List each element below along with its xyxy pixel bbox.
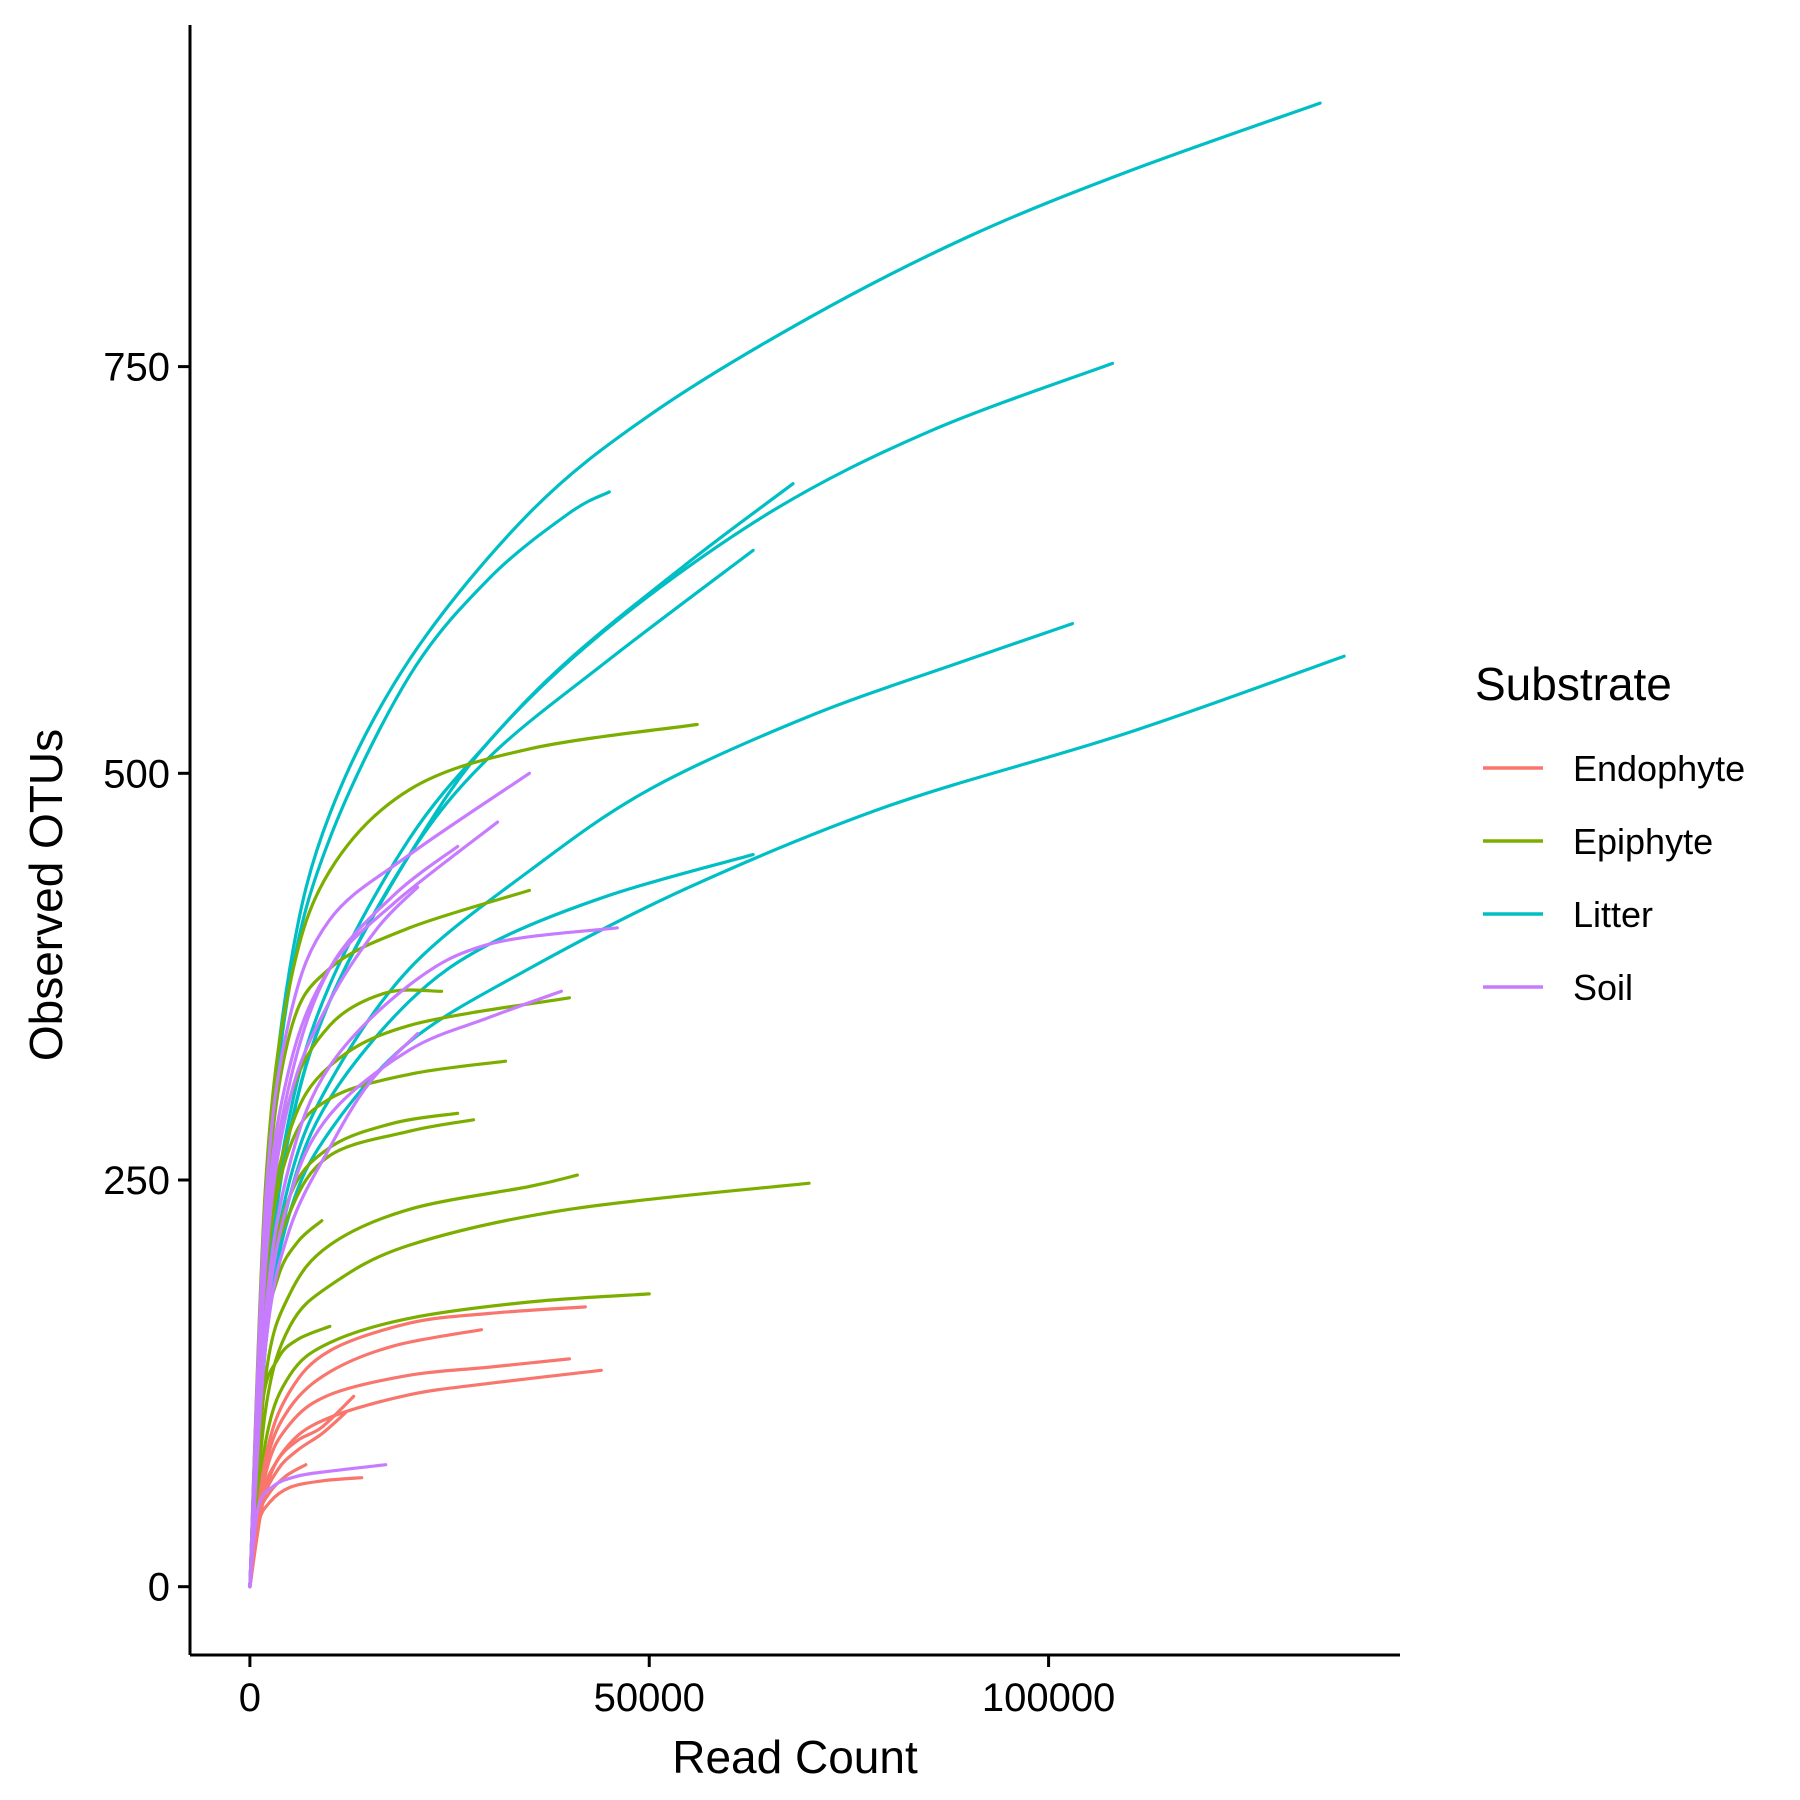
curve-endophyte bbox=[248, 1357, 571, 1589]
curve-soil bbox=[248, 885, 420, 1589]
curve-endophyte bbox=[248, 1368, 603, 1589]
curve-endophyte bbox=[248, 1476, 364, 1589]
legend-label-litter: Litter bbox=[1573, 894, 1653, 935]
y-tick-label: 0 bbox=[148, 1566, 170, 1610]
x-tick-label: 100000 bbox=[982, 1676, 1115, 1720]
curve-litter bbox=[248, 622, 1075, 1589]
x-axis-title: Read Count bbox=[672, 1731, 918, 1783]
legend-label-endophyte: Endophyte bbox=[1573, 748, 1745, 789]
curve-soil bbox=[248, 1032, 420, 1589]
x-axis-ticks: 0 50000 100000 bbox=[239, 1655, 1115, 1720]
curve-soil bbox=[248, 1463, 388, 1589]
y-tick-label: 250 bbox=[103, 1159, 170, 1203]
curve-epiphyte bbox=[248, 1173, 579, 1589]
curve-litter bbox=[248, 482, 795, 1589]
legend-label-soil: Soil bbox=[1573, 967, 1633, 1008]
curve-soil bbox=[248, 771, 531, 1589]
legend-label-epiphyte: Epiphyte bbox=[1573, 821, 1713, 862]
curve-litter bbox=[248, 654, 1346, 1589]
series-curves bbox=[248, 101, 1346, 1589]
curve-epiphyte bbox=[248, 1181, 811, 1589]
axes bbox=[188, 25, 1400, 1657]
y-axis-title: Observed OTUs bbox=[20, 729, 72, 1061]
legend-title: Substrate bbox=[1475, 658, 1672, 710]
curve-epiphyte bbox=[248, 888, 531, 1589]
y-tick-label: 500 bbox=[103, 752, 170, 796]
y-axis-ticks: 0 250 500 750 bbox=[103, 346, 190, 1610]
x-tick-label: 50000 bbox=[594, 1676, 705, 1720]
legend-entries: Endophyte Epiphyte Litter Soil bbox=[1483, 748, 1745, 1008]
curve-endophyte bbox=[248, 1328, 484, 1589]
legend: Substrate Endophyte Epiphyte Litter Soil bbox=[1475, 658, 1745, 1008]
x-tick-label: 0 bbox=[239, 1676, 261, 1720]
curve-epiphyte bbox=[248, 996, 571, 1589]
curve-epiphyte bbox=[248, 1292, 651, 1589]
y-tick-label: 750 bbox=[103, 346, 170, 390]
